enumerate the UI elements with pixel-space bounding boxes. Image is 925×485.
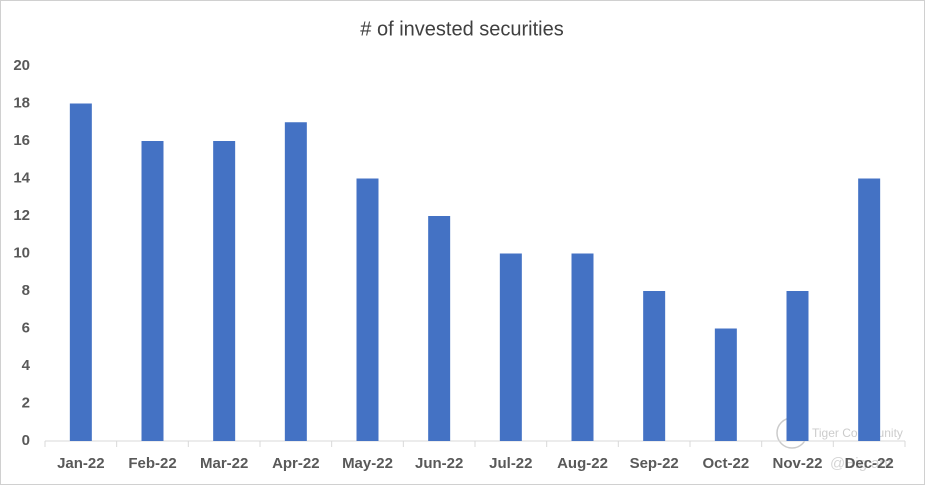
x-tick-label: Mar-22 [200,455,248,472]
y-tick-label: 6 [22,319,30,336]
x-tick-label: Oct-22 [702,455,749,472]
bar [786,291,809,441]
y-tick-label: 18 [13,94,30,111]
y-tick-label: 8 [22,282,30,299]
x-tick-label: May-22 [342,455,393,472]
x-tick-label: Nov-22 [772,455,822,472]
watermark-text: @Big ant [830,455,893,472]
bar [284,122,307,441]
watermark: Tiger Community @Big ant [776,417,903,472]
y-tick-label: 12 [13,207,30,224]
bar [213,141,236,441]
watermark-text: Tiger Community [812,426,903,440]
bar [141,141,164,441]
bar [499,253,522,441]
y-tick-label: 10 [13,244,30,261]
x-tick-label: Aug-22 [557,455,608,472]
y-tick-label: 4 [22,357,31,374]
x-tick-label: Jan-22 [57,455,105,472]
y-tick-label: 0 [22,432,30,449]
bar [571,253,594,441]
bar [356,178,379,441]
y-tick-label: 16 [13,132,30,149]
x-tick-label: Sep-22 [630,455,679,472]
x-tick-label: Jun-22 [415,455,463,472]
x-tick-label: Apr-22 [272,455,320,472]
x-tick-label: Dec-22 [845,455,894,472]
bar [714,328,737,441]
chart-title: # of invested securities [360,18,563,40]
bar [643,291,666,441]
bar [428,216,451,441]
y-tick-label: 2 [22,394,30,411]
y-tick-label: 14 [13,169,30,186]
bar [69,103,92,441]
bar [858,178,881,441]
x-tick-label: Jul-22 [489,455,532,472]
x-tick-label: Feb-22 [128,455,176,472]
y-tick-label: 20 [13,57,30,74]
